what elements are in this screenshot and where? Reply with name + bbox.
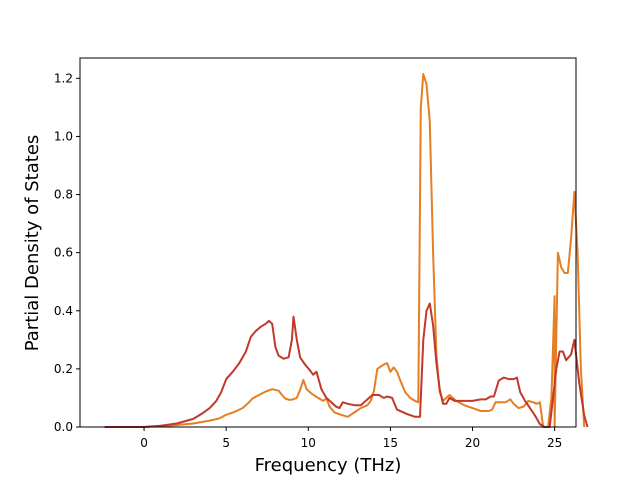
y-tick-label: 0.8 — [54, 188, 73, 202]
x-tick-label: 25 — [547, 436, 562, 450]
y-axis: 0.0 0.2 0.4 0.6 0.8 1.0 1.2 — [54, 71, 80, 434]
y-tick-label: 0.0 — [54, 420, 73, 434]
series-layer — [104, 73, 589, 428]
y-tick-label: 0.4 — [54, 304, 73, 318]
x-tick-label: 10 — [301, 436, 316, 450]
x-tick-label: 15 — [383, 436, 398, 450]
series-line-2 — [104, 302, 589, 428]
x-tick-label: 20 — [465, 436, 480, 450]
y-tick-label: 0.6 — [54, 246, 73, 260]
y-tick-label: 1.0 — [54, 129, 73, 143]
x-tick-label: 5 — [222, 436, 230, 450]
y-axis-label: Partial Density of States — [22, 135, 43, 352]
y-tick-label: 1.2 — [54, 71, 73, 85]
series-line-1 — [104, 73, 586, 428]
x-axis-label: Frequency (THz) — [255, 455, 402, 476]
x-tick-label: 0 — [140, 436, 148, 450]
y-tick-label: 0.2 — [54, 362, 73, 376]
x-axis: 0 5 10 15 20 25 — [140, 427, 562, 450]
plot-frame — [79, 57, 577, 428]
